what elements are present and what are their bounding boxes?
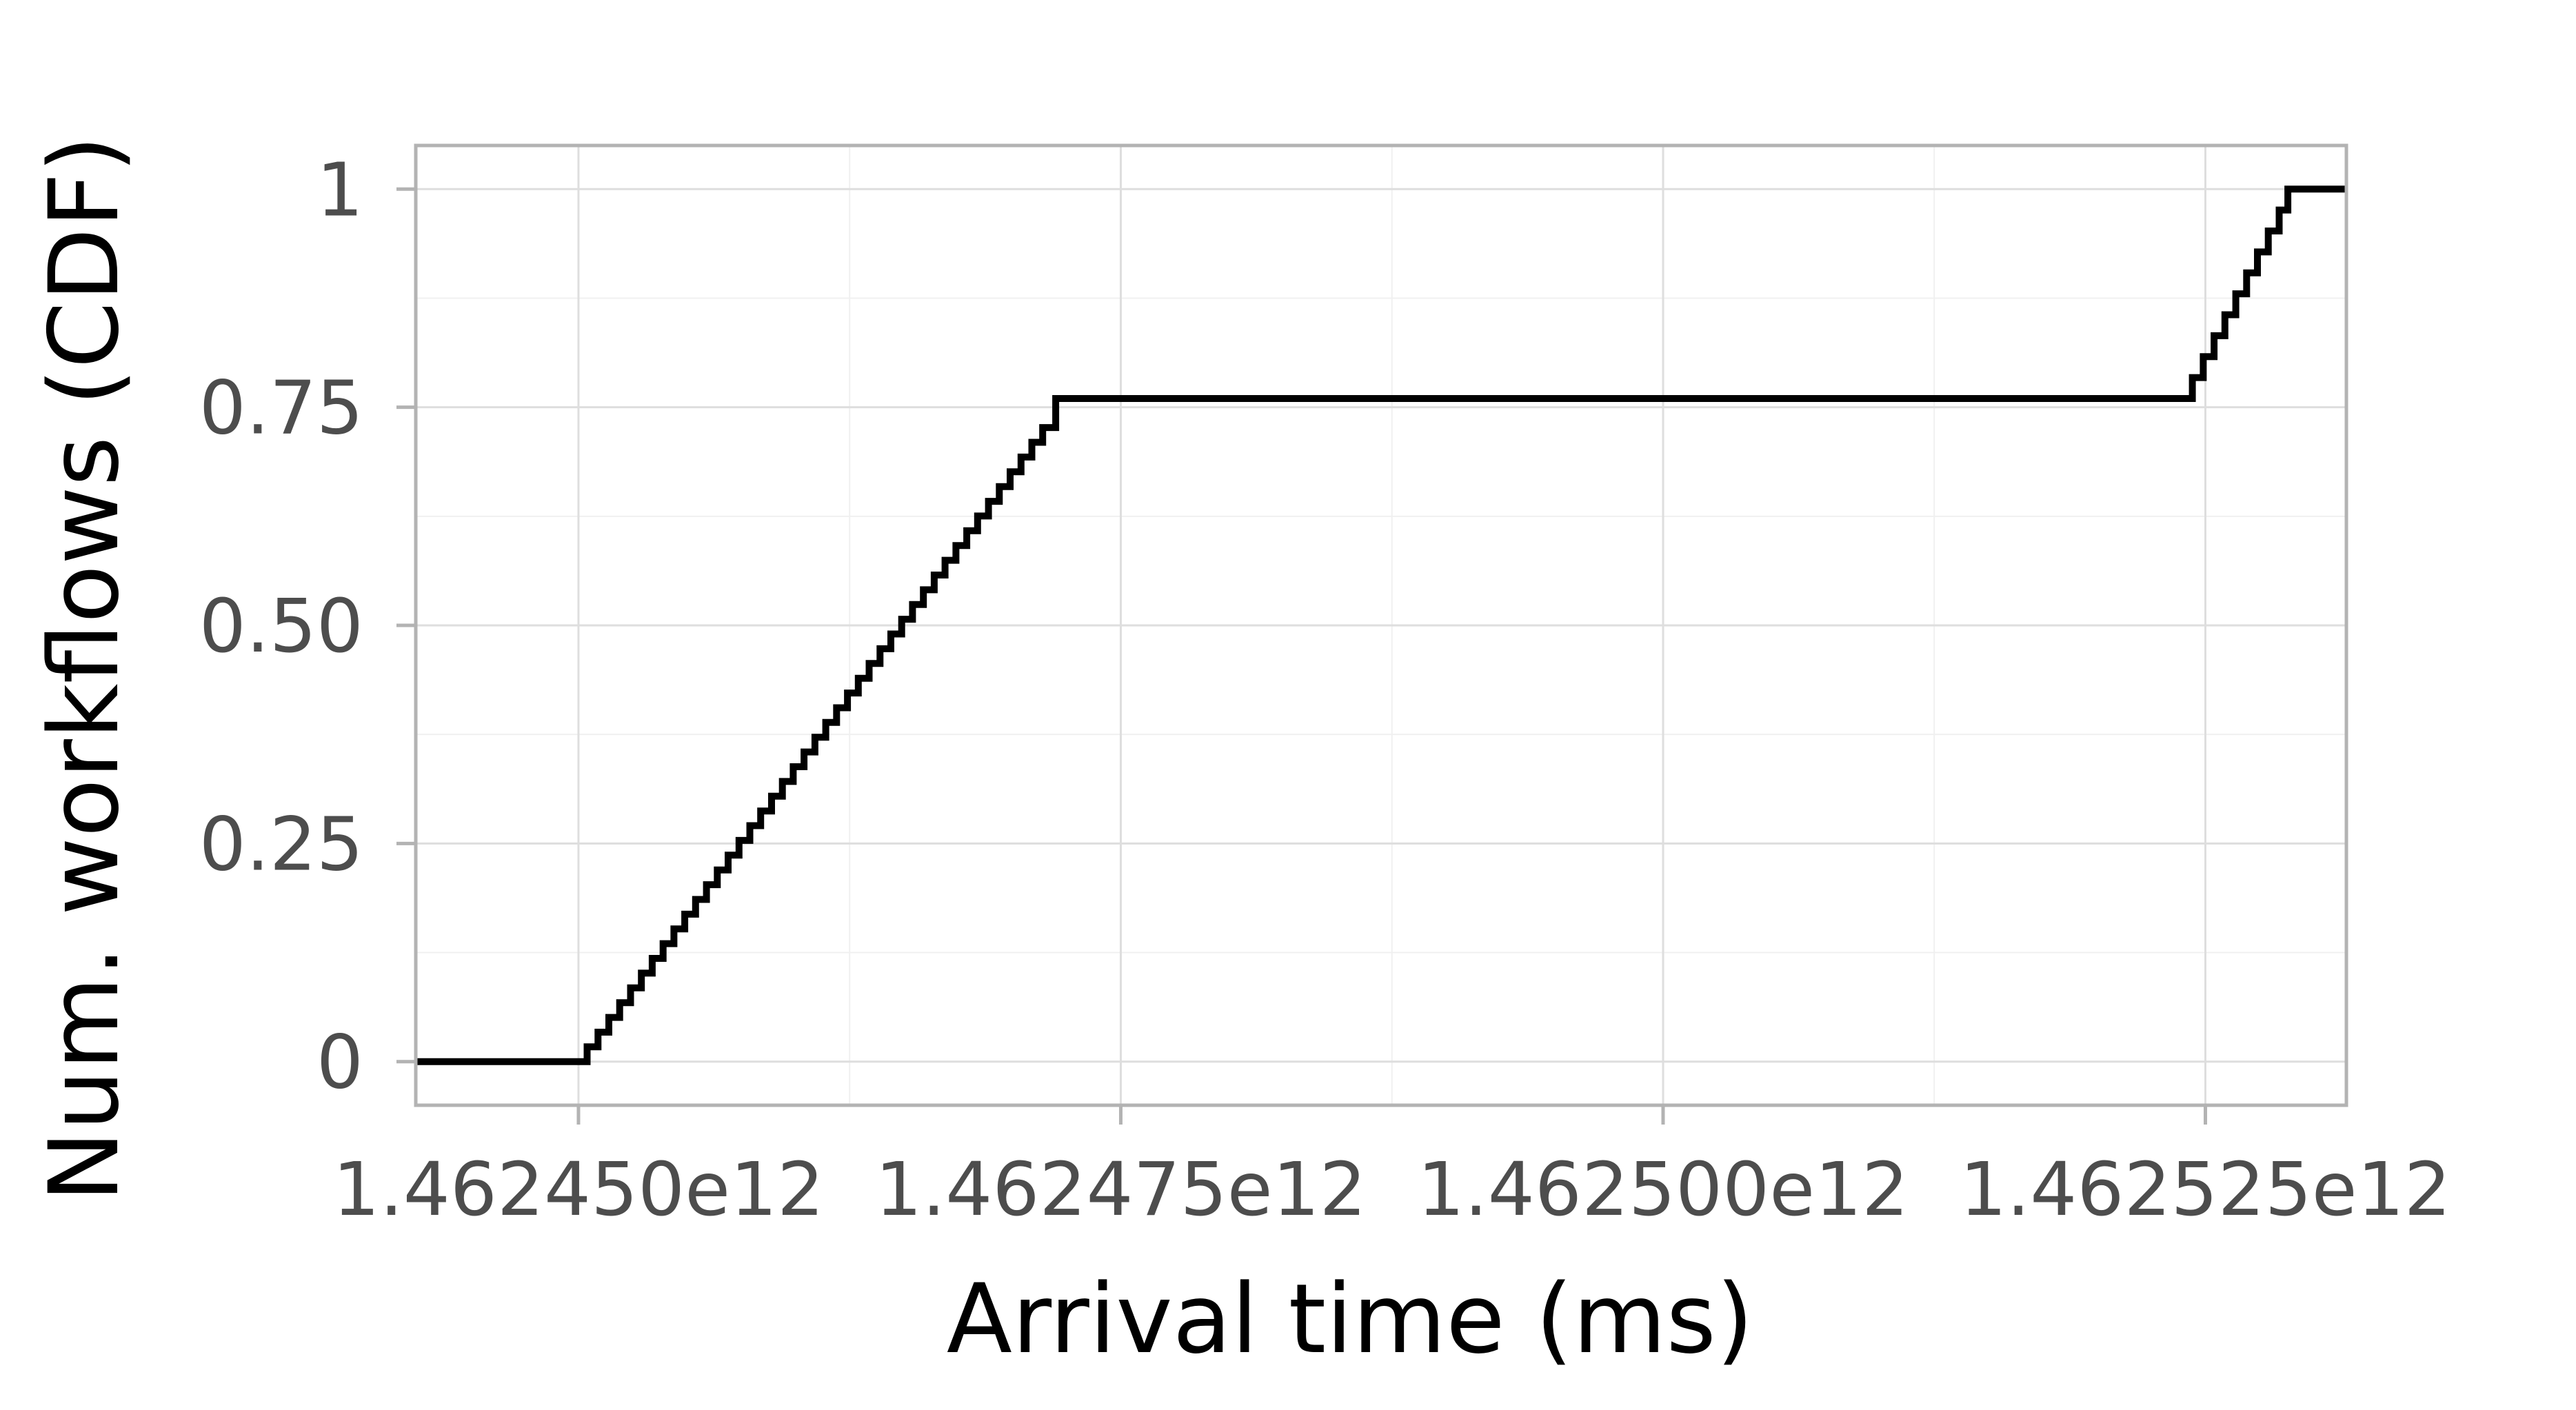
x-tick-label: 1.462450e12 — [333, 1147, 825, 1233]
x-tick-label: 1.462475e12 — [875, 1147, 1367, 1233]
x-tick-label: 1.462525e12 — [1960, 1147, 2451, 1233]
data-layer — [416, 185, 2346, 1065]
x-tick-label: 1.462500e12 — [1418, 1147, 1909, 1233]
y-tick-label: 0.75 — [199, 366, 363, 452]
grid-layer — [416, 145, 2346, 1105]
y-tick-label: 0.50 — [199, 584, 363, 669]
x-axis-title: Arrival time (ms) — [947, 1263, 1753, 1375]
cdf-step-line — [416, 185, 2346, 1065]
y-tick-label: 1 — [316, 148, 363, 233]
y-tick-label: 0 — [316, 1020, 363, 1106]
tick-layer: 1.462450e12 1.462475e12 1.462500e12 1.46252… — [199, 148, 2451, 1233]
y-tick-label: 0.25 — [199, 802, 363, 887]
y-axis-title: Num. workflows (CDF) — [28, 135, 140, 1202]
